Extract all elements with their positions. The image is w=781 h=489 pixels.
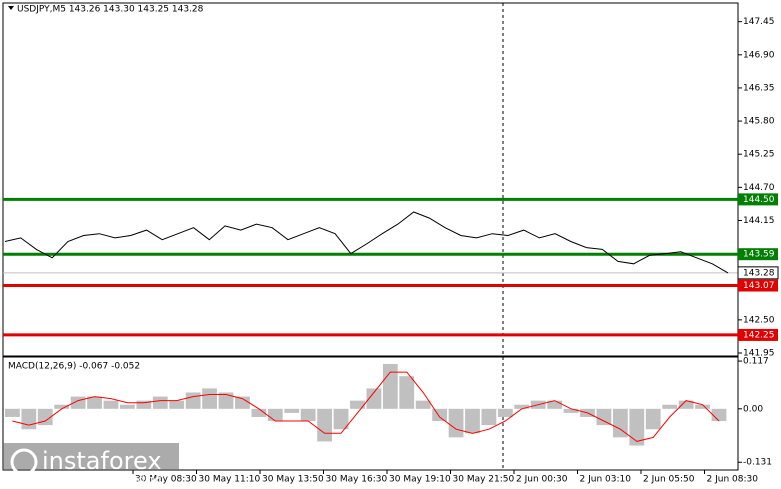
y-tick-label: 141.95: [743, 348, 775, 358]
price-line: [4, 211, 729, 274]
watermark-bg: [3, 443, 179, 470]
macd-bar: [547, 400, 563, 409]
macd-bar: [481, 408, 497, 426]
x-tick-label: 30 May 19:10: [389, 475, 451, 485]
macd-bar: [612, 408, 628, 438]
x-tick-label: 2 Jun 03:10: [580, 475, 632, 485]
menu-arrow: [8, 6, 14, 10]
macd-bar: [5, 408, 20, 417]
level-tag: [738, 279, 778, 292]
macd-bar: [152, 396, 168, 409]
x-tick-label: 30 May 13:50: [262, 475, 324, 485]
x-tick-label: 30 May 11:10: [199, 475, 261, 485]
macd-bar: [120, 404, 135, 409]
macd-bar: [678, 400, 694, 409]
macd-bar: [662, 404, 678, 409]
macd-bar: [629, 408, 645, 446]
macd-bar: [317, 408, 332, 442]
macd-bar: [136, 400, 152, 409]
macd-bar: [448, 408, 464, 438]
y-tick-label: -0.131: [743, 458, 772, 468]
level-tag: [738, 248, 778, 261]
macd-bar: [87, 396, 102, 409]
macd-bar: [218, 392, 234, 409]
macd-bar: [235, 396, 250, 409]
macd-bar: [300, 408, 316, 422]
macd-bar: [366, 388, 382, 409]
x-tick-label: 30 May 08:30: [135, 475, 197, 485]
macd-bar: [415, 400, 431, 409]
y-tick-label: 146.35: [743, 83, 775, 93]
macd-header: MACD(12,26,9) -0.067 -0.052: [8, 362, 140, 372]
macd-bar: [251, 408, 267, 417]
y-tick-label: 147.45: [743, 17, 775, 27]
level-tag: [738, 328, 778, 341]
x-tick-label: 30 May 16:30: [326, 475, 388, 485]
macd-bar: [54, 404, 70, 409]
x-tick-label: 2 Jun 00:30: [516, 475, 568, 485]
macd-bar: [563, 408, 579, 413]
x-tick-label: 30 May 21:50: [453, 475, 515, 485]
level-tag: [738, 193, 778, 206]
macd-bar: [514, 404, 530, 409]
macd-bar: [711, 408, 727, 422]
macd-bar: [382, 363, 398, 409]
signal-line: [12, 371, 720, 442]
last-price-tag: [737, 266, 779, 280]
macd-bar: [169, 400, 185, 409]
macd-bar: [333, 408, 349, 430]
watermark-brand: instaforex: [42, 447, 162, 475]
y-tick-label: 146.90: [743, 50, 775, 60]
macd-bar: [399, 376, 415, 409]
level-label: 143.59: [743, 250, 775, 260]
symbol-header: USDJPY,M5 143.26 143.30 143.25 143.28: [17, 5, 204, 15]
y-tick-label: 0.117: [743, 357, 769, 367]
macd-bar: [645, 408, 661, 430]
level-label: 144.50: [743, 195, 775, 205]
price-panel: [2, 2, 739, 357]
macd-bar: [37, 408, 53, 426]
y-tick-label: 145.80: [743, 117, 775, 127]
y-tick-label: 145.25: [743, 150, 775, 160]
y-tick-label: 144.70: [743, 183, 775, 193]
level-label: 142.25: [743, 330, 775, 340]
macd-bar: [465, 408, 480, 434]
macd-bar: [497, 408, 513, 417]
level-label: 143.07: [743, 281, 775, 291]
macd-bar: [21, 408, 37, 430]
watermark-logo: [10, 448, 38, 476]
macd-bar: [695, 404, 710, 409]
macd-bar: [432, 408, 448, 422]
x-tick-label: 2 Jun 08:30: [707, 475, 759, 485]
last-price-label: 143.28: [743, 268, 775, 278]
watermark-tagline: Instant Forex Trading: [46, 473, 162, 486]
macd-bar: [185, 392, 201, 409]
macd-bar: [350, 400, 365, 409]
y-tick-label: 144.15: [743, 216, 775, 226]
macd-bar: [596, 408, 612, 426]
y-tick-label: 0.00: [743, 404, 763, 414]
x-tick-label: 2 Jun 05:50: [643, 475, 695, 485]
macd-bar: [202, 388, 217, 409]
macd-bar: [284, 408, 300, 413]
macd-bar: [267, 408, 283, 422]
y-tick-label: 142.50: [743, 315, 775, 325]
watermark: instaforex Instant Forex Trading: [3, 443, 179, 486]
macd-bar: [103, 400, 119, 409]
